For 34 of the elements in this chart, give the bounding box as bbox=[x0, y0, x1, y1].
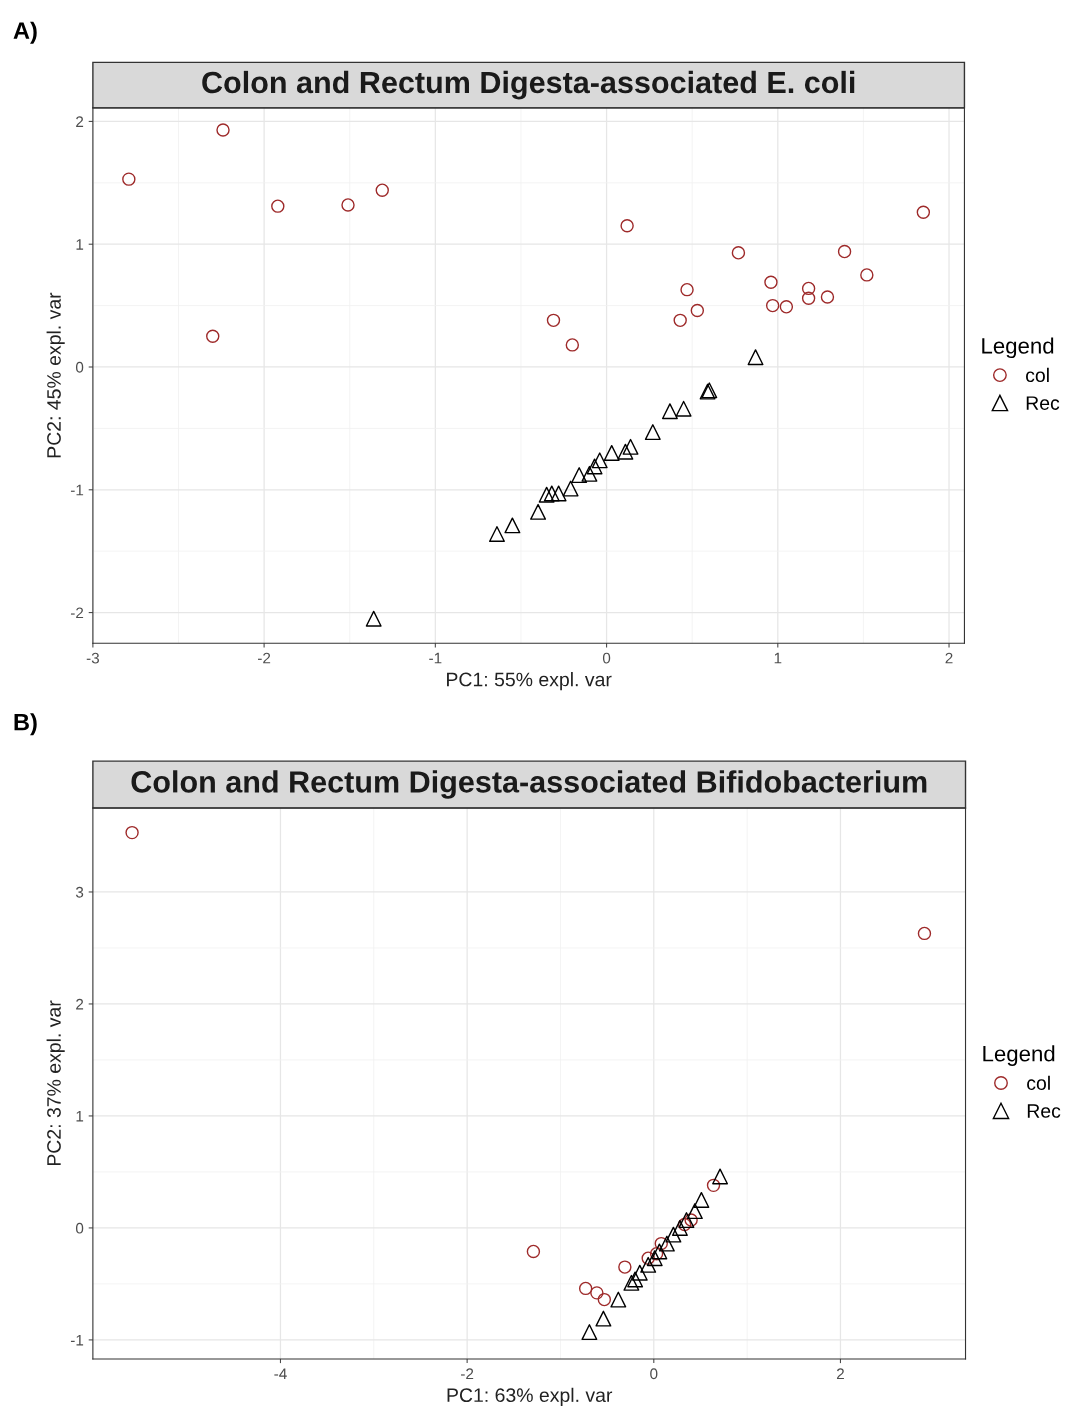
y-axis-title: PC2: 37% expl. var bbox=[46, 1000, 65, 1166]
legend-label: col bbox=[1026, 367, 1049, 383]
legend-label: Rec bbox=[1026, 396, 1060, 410]
y-tick-label: 2 bbox=[76, 116, 84, 127]
text: B) bbox=[14, 713, 37, 736]
x-tick-label: 0 bbox=[650, 1368, 658, 1380]
y-tick-label: 0 bbox=[75, 361, 84, 373]
x-tick-label: -2 bbox=[258, 652, 271, 664]
legend-title: Legend bbox=[983, 1045, 1055, 1066]
x-tick-label: 2 bbox=[945, 652, 953, 664]
x-tick-label: -1 bbox=[429, 652, 442, 664]
x-tick-label: 0 bbox=[602, 652, 611, 664]
chart-title: Colon and Rectum Digesta-associated E. coli bbox=[202, 70, 855, 100]
y-tick-label: -1 bbox=[70, 484, 84, 496]
x-tick-label: 1 bbox=[774, 652, 782, 664]
x-axis-title: PC1: 63% expl. var bbox=[447, 1387, 613, 1406]
legend-title: Legend bbox=[982, 337, 1054, 359]
x-tick-label: 2 bbox=[836, 1368, 844, 1380]
x-axis-title: PC1: 55% expl. var bbox=[447, 672, 612, 691]
x-tick-label: -2 bbox=[461, 1368, 474, 1380]
legend-label: Rec bbox=[1027, 1104, 1061, 1118]
chart-title: Colon and Rectum Digesta-associated Bifidobacterium bbox=[131, 770, 927, 799]
x-tick-label: -4 bbox=[274, 1368, 287, 1380]
y-tick-label: 3 bbox=[75, 886, 84, 898]
y-tick-label: -1 bbox=[70, 1334, 84, 1346]
y-tick-label: 1 bbox=[76, 239, 84, 250]
y-tick-label: -2 bbox=[70, 607, 84, 619]
y-tick-label: 1 bbox=[76, 1110, 84, 1122]
legend-label: col bbox=[1027, 1075, 1050, 1090]
y-axis-title: PC2: 45% expl. var bbox=[46, 292, 65, 458]
x-tick-label: -3 bbox=[86, 652, 99, 664]
text: A) bbox=[13, 21, 37, 44]
y-tick-label: 0 bbox=[75, 1222, 84, 1234]
y-tick-label: 2 bbox=[76, 998, 84, 1010]
